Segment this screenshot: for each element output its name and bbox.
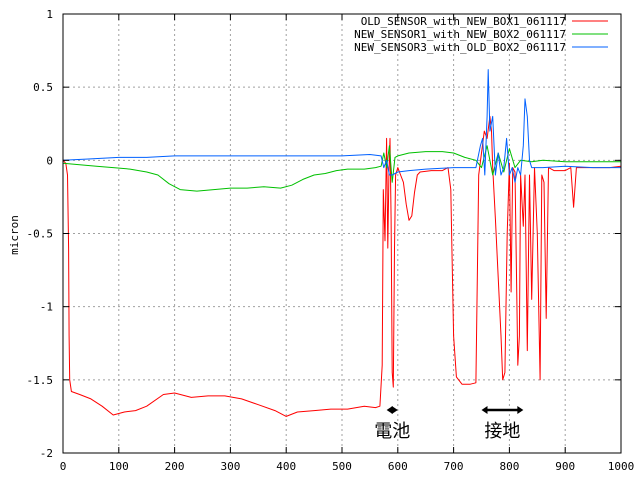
x-tick-label: 100: [109, 460, 129, 473]
legend-label: OLD_SENSOR_with_NEW_BOX1_061117: [361, 15, 566, 28]
grid: [63, 14, 621, 453]
y-tick-label: 1: [46, 8, 53, 21]
x-tick-label: 900: [555, 460, 575, 473]
x-tick-label: 600: [388, 460, 408, 473]
x-tick-label: 1000: [608, 460, 635, 473]
y-tick-label: 0: [46, 154, 53, 167]
series-lines: [62, 69, 622, 417]
x-tick-label: 400: [276, 460, 296, 473]
x-tick-label: 700: [444, 460, 464, 473]
y-tick-label: 0.5: [33, 81, 53, 94]
x-tick-label: 800: [499, 460, 519, 473]
series-line: [62, 145, 621, 192]
y-axis-label: micron: [8, 215, 21, 255]
legend-label: NEW_SENSOR1_with_NEW_BOX2_061117: [354, 28, 566, 41]
y-tick-label: -2: [40, 447, 53, 460]
legend: OLD_SENSOR_with_NEW_BOX1_061117NEW_SENSO…: [354, 15, 608, 54]
ticks: 0 100 200 300 400 500 600 700 800 900 1000 -2 -1.5 -1…: [27, 8, 635, 473]
series-line: [62, 69, 621, 183]
x-tick-label: 0: [60, 460, 67, 473]
y-tick-label: -0.5: [27, 228, 54, 241]
arrowhead-right: [391, 406, 398, 414]
y-tick-label: -1.5: [27, 374, 54, 387]
annotation-label: 接地: [484, 421, 520, 442]
annotation-label: 電池: [374, 421, 410, 442]
arrowhead-left: [386, 406, 393, 414]
arrowhead-left: [481, 406, 488, 414]
annotations: 電池 接地: [374, 406, 524, 442]
y-tick-label: -1: [40, 301, 53, 314]
legend-label: NEW_SENSOR3_with_OLD_BOX2_061117: [354, 41, 566, 54]
x-tick-label: 200: [165, 460, 185, 473]
series-line: [62, 115, 622, 417]
x-tick-label: 300: [220, 460, 240, 473]
x-tick-label: 500: [332, 460, 352, 473]
arrowhead-right: [517, 406, 524, 414]
